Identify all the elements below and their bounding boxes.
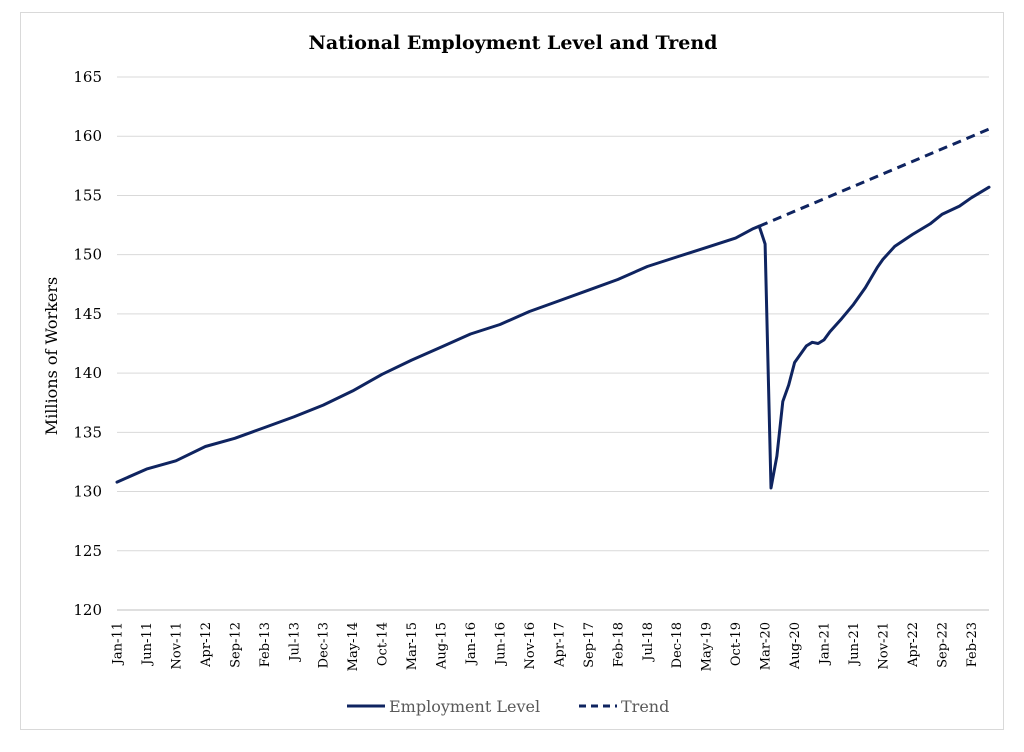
y-tick-label: 160 — [73, 127, 102, 145]
y-tick-label: 145 — [73, 305, 102, 323]
x-tick-label: Jun-21 — [847, 622, 862, 667]
x-tick-label: Aug-15 — [435, 622, 450, 670]
x-tick-label: Mar-15 — [405, 622, 420, 670]
x-tick-label: Jan-21 — [818, 622, 833, 666]
x-tick-label: Nov-21 — [876, 622, 891, 669]
x-tick-label: Oct-19 — [729, 622, 744, 666]
y-tick-label: 150 — [73, 246, 102, 264]
x-tick-label: Jun-11 — [140, 622, 155, 667]
x-tick-label: Dec-13 — [317, 622, 332, 668]
x-tick-label: Jul-18 — [641, 622, 656, 663]
x-axis-ticks: Jan-11 Jun-11 Nov-11 Apr-12 Sep-12 Feb-13 Jul-… — [111, 622, 980, 671]
y-tick-label: 165 — [73, 68, 102, 86]
x-tick-label: Jul-13 — [287, 622, 302, 663]
chart-title: National Employment Level and Trend — [309, 32, 718, 54]
x-tick-label: Sep-12 — [228, 622, 243, 668]
x-tick-label: May-19 — [700, 622, 715, 671]
y-tick-label: 155 — [73, 186, 102, 204]
legend-label-employment-level: Employment Level — [389, 697, 540, 716]
chart-frame: 120 125 130 135 140 145 150 155 160 165 Jan-11 Jun… — [20, 12, 1004, 730]
x-tick-label: Nov-11 — [169, 622, 184, 669]
x-tick-label: May-14 — [346, 622, 361, 671]
y-tick-label: 140 — [73, 364, 102, 382]
series-line-employment-level — [115, 185, 991, 490]
x-tick-label: Sep-17 — [582, 622, 597, 668]
x-tick-label: Jun-16 — [493, 622, 508, 667]
y-tick-label: 130 — [73, 483, 102, 501]
x-tick-label: Nov-16 — [523, 622, 538, 669]
x-tick-label: Apr-17 — [552, 622, 567, 668]
employment-chart: 120 125 130 135 140 145 150 155 160 165 Jan-11 Jun… — [42, 32, 991, 716]
y-axis-label: Millions of Workers — [42, 277, 61, 435]
legend: Employment Level Trend — [347, 697, 669, 716]
x-tick-label: Feb-13 — [258, 622, 273, 667]
x-tick-label: Apr-12 — [199, 622, 214, 668]
x-tick-label: Dec-18 — [670, 622, 685, 668]
x-tick-label: Jan-16 — [464, 622, 479, 666]
x-tick-label: Sep-22 — [935, 622, 950, 668]
series-line-trend — [758, 127, 990, 228]
y-tick-label: 125 — [73, 542, 102, 560]
x-tick-label: Oct-14 — [376, 622, 391, 666]
x-tick-label: Aug-20 — [788, 622, 803, 670]
y-tick-label: 135 — [73, 423, 102, 441]
x-tick-label: Mar-20 — [759, 622, 774, 670]
x-tick-label: Feb-18 — [611, 622, 626, 667]
y-tick-label: 120 — [73, 601, 102, 619]
legend-label-trend: Trend — [621, 697, 669, 716]
x-tick-label: Jan-11 — [111, 622, 126, 666]
gridlines — [117, 76, 989, 611]
y-axis-ticks: 120 125 130 135 140 145 150 155 160 165 — [73, 68, 102, 619]
x-tick-label: Feb-23 — [965, 622, 980, 667]
series-layer — [115, 127, 991, 490]
x-tick-label: Apr-22 — [906, 622, 921, 668]
